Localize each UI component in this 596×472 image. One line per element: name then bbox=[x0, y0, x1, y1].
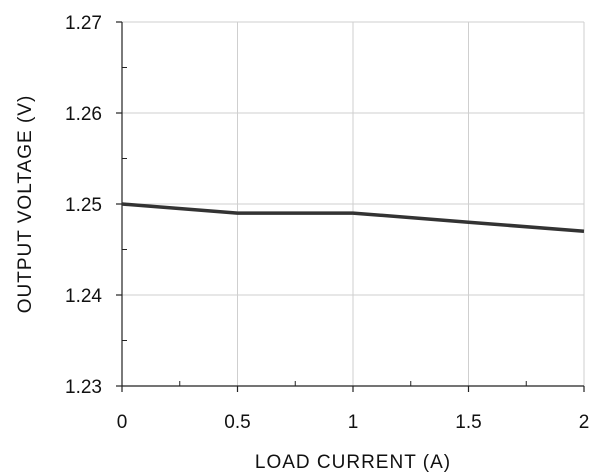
tick-label-layer: 0 0.5 1 1.5 2 1.23 1.24 1.25 1.26 1.27 bbox=[65, 13, 589, 433]
x-tick-label-1: 0.5 bbox=[224, 412, 250, 433]
grid-layer bbox=[121, 21, 585, 387]
x-tick-label-2: 1 bbox=[348, 412, 359, 433]
y-tick-label-2: 1.25 bbox=[65, 195, 102, 216]
series-line-0 bbox=[121, 202, 585, 234]
y-tick-label-4: 1.27 bbox=[65, 13, 102, 34]
x-axis-label: LOAD CURRENT (A) bbox=[255, 452, 451, 472]
y-tick-label-1: 1.24 bbox=[65, 286, 102, 307]
series-layer bbox=[121, 202, 585, 234]
x-tick-label-4: 2 bbox=[579, 412, 590, 433]
y-tick-label-0: 1.23 bbox=[65, 377, 102, 398]
x-tick-label-0: 0 bbox=[117, 412, 128, 433]
axis-layer bbox=[116, 21, 585, 392]
minor-tick-layer bbox=[122, 67, 527, 386]
y-tick-label-3: 1.26 bbox=[65, 104, 102, 125]
x-tick-label-3: 1.5 bbox=[455, 412, 481, 433]
y-axis-label: OUTPUT VOLTAGE (V) bbox=[15, 95, 36, 314]
